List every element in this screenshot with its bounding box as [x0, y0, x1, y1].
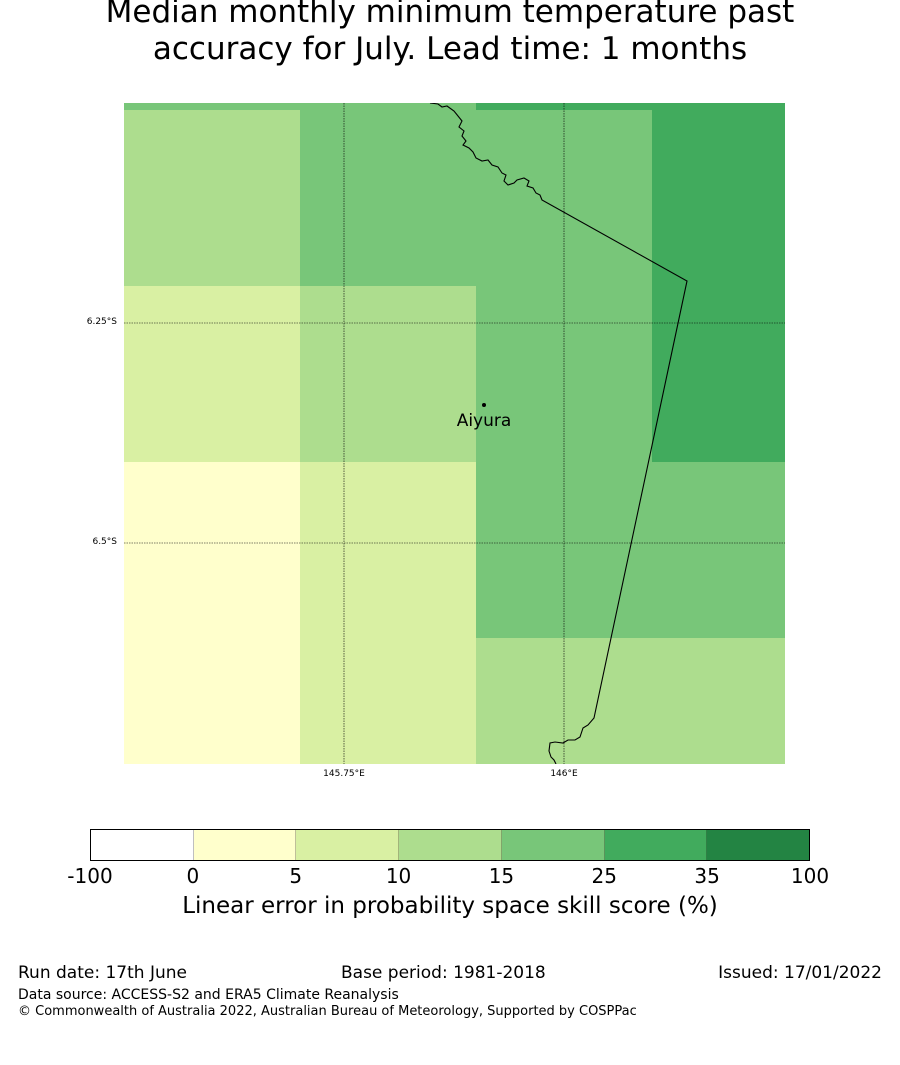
title-line-2: accuracy for July. Lead time: 1 months [152, 31, 748, 67]
longitude-label: 146°E [550, 769, 578, 779]
grid-cell [124, 462, 300, 638]
longitude-label: 145.75°E [323, 769, 365, 779]
colorbar-segment [501, 830, 605, 860]
colorbar-segment [707, 830, 810, 860]
colorbar-segment [193, 830, 297, 860]
grid-cell [652, 110, 785, 286]
colorbar-tick-label: -100 [67, 864, 113, 888]
colorbar-tick-label: 5 [289, 864, 303, 888]
issued-date: Issued: 17/01/2022 [718, 963, 882, 983]
coastline-border [429, 103, 688, 764]
latitude-label: 6.5°S [92, 537, 117, 547]
colorbar-segment [399, 830, 502, 860]
run-date: Run date: 17th June [18, 963, 187, 983]
grid-cell [300, 638, 476, 764]
colorbar-tick-label: 15 [488, 864, 515, 888]
grid-cell [476, 103, 785, 110]
grid-cell [124, 286, 300, 462]
place-label-aiyura: Aiyura [456, 411, 512, 431]
grid-cell [652, 638, 785, 764]
base-period: Base period: 1981-2018 [341, 963, 546, 983]
grid-cell [300, 462, 476, 638]
colorbar-segment [91, 830, 194, 860]
grid-cell [124, 110, 300, 286]
grid-cell [652, 286, 785, 462]
skill-score-map [124, 103, 785, 764]
grid-cell [300, 286, 476, 462]
title-line-1: Median monthly minimum temperature past [105, 0, 795, 30]
grid-cell [124, 103, 476, 110]
colorbar-tick-label: 100 [790, 864, 830, 888]
map-canvas [124, 103, 785, 764]
data-source: Data source: ACCESS-S2 and ERA5 Climate … [18, 987, 399, 1003]
aiyura-marker [482, 403, 486, 407]
colorbar-segment [604, 830, 708, 860]
map-title: Median monthly minimum temperature past … [0, 0, 900, 68]
colorbar-label: Linear error in probability space skill … [182, 893, 718, 919]
grid-cell [652, 462, 785, 638]
latitude-label: 6.25°S [86, 317, 117, 327]
colorbar-segment [296, 830, 400, 860]
colorbar-tick-label: 35 [694, 864, 720, 888]
colorbar-tick-label: 0 [186, 864, 200, 888]
colorbar-tick-label: 25 [591, 864, 618, 888]
colorbar-tick-label: 10 [385, 864, 412, 888]
grid-cell [124, 638, 300, 764]
grid-cell [300, 110, 476, 286]
colorbar [90, 829, 810, 861]
copyright: © Commonwealth of Australia 2022, Austra… [18, 1004, 637, 1019]
